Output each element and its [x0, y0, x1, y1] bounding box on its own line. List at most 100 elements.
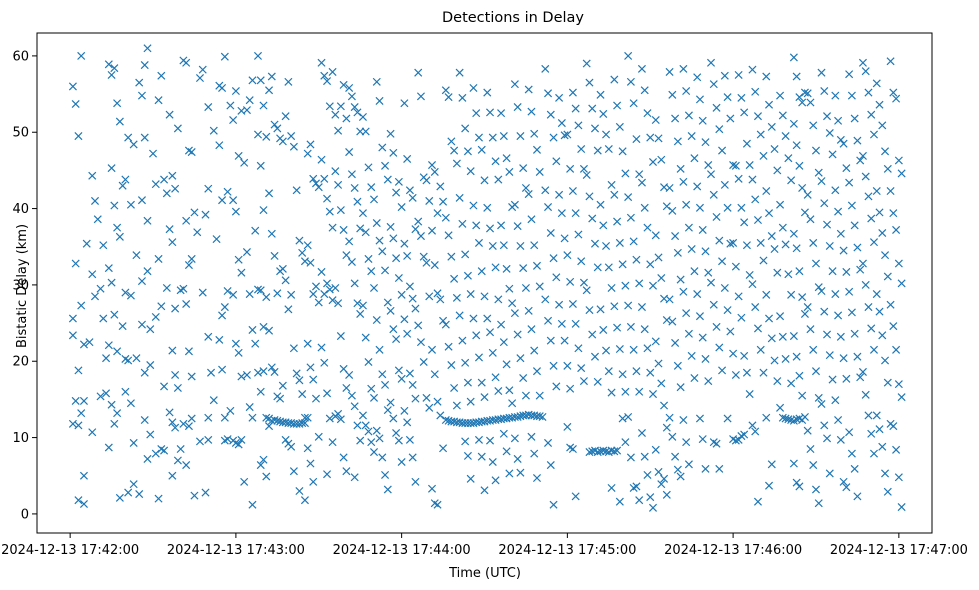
- data-point: [654, 467, 663, 476]
- data-point: [607, 483, 616, 492]
- data-point: [154, 96, 163, 105]
- data-point: [740, 108, 749, 117]
- data-point: [375, 96, 384, 105]
- data-point: [588, 104, 597, 113]
- data-point: [892, 345, 901, 354]
- data-point: [477, 452, 486, 461]
- data-point: [422, 176, 431, 185]
- data-point: [555, 93, 564, 102]
- data-point: [834, 311, 843, 320]
- data-point: [204, 332, 213, 341]
- data-point: [461, 250, 470, 259]
- data-point: [378, 453, 387, 462]
- data-point: [223, 286, 232, 296]
- data-point: [403, 418, 412, 427]
- data-point: [331, 283, 340, 292]
- data-point: [789, 119, 798, 128]
- data-point: [640, 86, 649, 95]
- data-point: [483, 203, 492, 212]
- data-point: [886, 300, 895, 309]
- data-point: [463, 271, 472, 280]
- data-point: [770, 356, 779, 365]
- y-tick-label: 40: [12, 202, 29, 217]
- data-point: [530, 241, 539, 250]
- data-point: [439, 444, 448, 453]
- data-point: [599, 325, 608, 334]
- data-point: [143, 267, 152, 276]
- data-point: [823, 434, 832, 443]
- data-point: [171, 370, 180, 380]
- data-point: [295, 376, 304, 385]
- data-point: [530, 449, 539, 458]
- data-point: [350, 473, 359, 482]
- data-point: [441, 86, 450, 95]
- data-point: [513, 222, 522, 231]
- data-point: [179, 284, 188, 293]
- data-point: [762, 290, 771, 299]
- data-point: [693, 73, 702, 82]
- y-tick-label: 50: [12, 126, 29, 141]
- data-point: [698, 225, 707, 234]
- data-point: [809, 345, 818, 354]
- data-point: [742, 241, 751, 250]
- data-point: [104, 443, 113, 452]
- data-point: [124, 356, 133, 365]
- data-point: [477, 378, 486, 387]
- data-point: [676, 164, 685, 173]
- data-point: [151, 180, 160, 189]
- data-point: [353, 421, 362, 430]
- data-point: [262, 293, 271, 302]
- data-point: [723, 414, 732, 423]
- data-point: [287, 132, 296, 141]
- data-point: [104, 60, 113, 69]
- data-point: [538, 412, 547, 421]
- data-point: [229, 290, 238, 299]
- data-point: [847, 449, 856, 458]
- data-point: [883, 272, 892, 281]
- data-point: [781, 240, 790, 249]
- data-point: [646, 493, 655, 502]
- data-point: [403, 154, 412, 163]
- data-point: [441, 320, 450, 329]
- data-point: [787, 176, 796, 185]
- data-point: [530, 346, 539, 355]
- data-point: [798, 98, 807, 107]
- data-point: [237, 435, 246, 444]
- data-point: [132, 251, 141, 260]
- x-tick-label: 2024-12-13 17:44:00: [333, 543, 471, 558]
- data-point: [883, 164, 892, 173]
- data-point: [814, 283, 823, 292]
- data-point: [803, 89, 812, 98]
- data-point: [110, 419, 119, 428]
- data-point: [668, 432, 677, 441]
- data-point: [718, 257, 727, 266]
- data-point: [704, 377, 713, 386]
- data-point: [695, 95, 704, 104]
- data-point: [300, 413, 309, 422]
- data-point: [831, 186, 840, 195]
- data-point: [378, 370, 387, 379]
- data-point: [162, 283, 171, 292]
- data-point: [242, 248, 251, 257]
- data-point: [325, 102, 334, 111]
- data-point: [173, 124, 182, 133]
- data-point: [68, 331, 77, 340]
- data-point: [389, 234, 398, 243]
- data-point: [878, 331, 887, 340]
- data-point: [499, 338, 508, 347]
- data-point: [613, 446, 622, 455]
- data-point: [604, 367, 613, 376]
- data-point: [602, 346, 611, 355]
- data-point: [148, 149, 158, 158]
- data-point: [731, 436, 740, 445]
- data-point: [497, 109, 506, 118]
- data-point: [778, 111, 787, 120]
- data-point: [723, 306, 732, 315]
- data-point: [400, 99, 409, 108]
- data-point: [792, 244, 801, 253]
- data-point: [248, 413, 257, 422]
- data-point: [430, 167, 439, 176]
- data-point: [577, 364, 586, 373]
- data-point: [897, 169, 906, 178]
- data-point: [184, 261, 193, 270]
